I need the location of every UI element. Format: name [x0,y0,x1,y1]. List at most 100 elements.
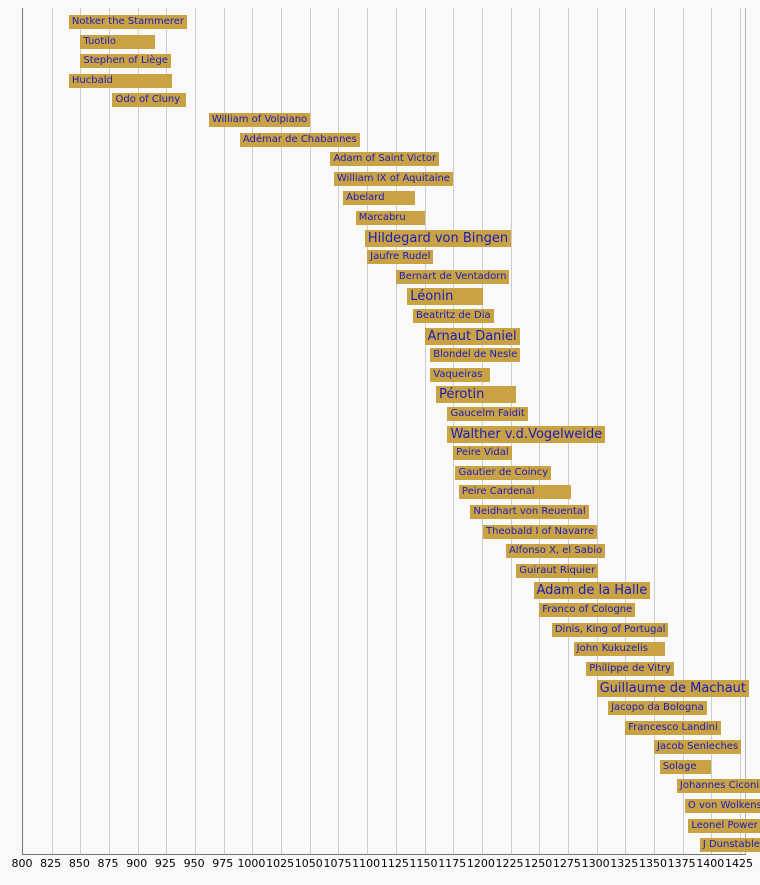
composer-label: Blondel de Nesle [433,349,518,361]
gridline [653,8,655,854]
timeline-bar[interactable]: Walther v.d.Vogelweide [447,425,606,443]
timeline-bar[interactable]: Abelard [343,191,416,206]
gridline [682,8,684,854]
x-axis: 800 825 850 875 900 925 950 975 1000 1025 1050 1075… [0,857,760,877]
x-tick-label: 1000 [237,857,266,870]
timeline-bar[interactable]: Adémar de Chabannes [239,132,360,147]
x-tick-label: 1150 [409,857,438,870]
composer-label: Odo of Cluny [115,94,181,106]
gridline [51,8,53,854]
x-tick-label: 1100 [352,857,381,870]
x-tick-label: 975 [212,857,234,870]
composer-label: William IX of Aquitaine [336,172,450,184]
x-tick-label: 1275 [552,857,581,870]
x-tick-label: 1175 [438,857,467,870]
composer-label: O von Wolkenste [687,800,760,811]
composer-label: Alfonso X, el Sabio [508,545,603,557]
timeline-bar[interactable]: Jacob Senleches [653,740,742,755]
timeline-bar[interactable]: Hildegard von Bingen [364,229,512,247]
timeline-bar[interactable]: Guiraut Riquier [516,563,599,578]
x-tick-label: 1400 [696,857,725,870]
timeline-bar[interactable]: Hucbald [68,73,173,88]
composer-label: Neidhart von Reuental [473,506,586,517]
composer-label: Gaucelm Faidit [450,408,525,419]
composer-label: Dinis, King of Portugal [554,623,666,635]
timeline-bar[interactable]: Blondel de Nesle [430,348,521,363]
composer-label: Hildegard von Bingen [367,230,509,246]
timeline-bar[interactable]: Johannes Ciconia [676,779,760,794]
gridline [625,8,627,854]
x-tick-label: 800 [11,857,33,870]
x-tick-label: 1225 [495,857,524,870]
composer-label: John Kukuzelis [576,643,648,655]
composer-label: Gautier de Coincy [458,466,549,478]
composer-label: Francesco Landini [628,721,718,733]
timeline-bar[interactable]: Theobald I of Navarre [483,524,598,539]
gridline [109,8,111,854]
composer-label: Franco of Cologne [542,604,633,615]
composer-label: Philippe de Vitry [589,662,672,674]
timeline-bar[interactable]: William IX of Aquitaine [333,171,453,186]
composer-label: Walther v.d.Vogelweide [450,426,603,442]
gridline [80,8,82,854]
x-tick-label: 950 [183,857,205,870]
timeline-bar[interactable]: Alfonso X, el Sabio [505,544,606,559]
timeline-bar[interactable]: Leonel Power [688,818,760,833]
x-tick-label: 925 [154,857,176,870]
composer-label: Guillaume de Machaut [599,681,746,697]
composer-label: Abelard [346,192,385,204]
x-tick-label: 1350 [638,857,667,870]
x-tick-label: 1375 [667,857,696,870]
timeline-bar[interactable]: Léonin [407,288,483,306]
timeline-bar[interactable]: Arnaut Daniel [424,327,520,345]
timeline-bar[interactable]: Guillaume de Machaut [596,680,749,698]
gridline [281,8,283,854]
timeline-bar[interactable]: Vaqueiras [430,367,490,382]
timeline-bar[interactable]: Peire Vidal [453,446,512,461]
x-tick-label: 1050 [294,857,323,870]
composer-label: Peire Vidal [456,447,509,459]
timeline-bar[interactable]: O von Wolkenste [684,799,760,813]
x-tick-label: 1200 [466,857,495,870]
x-tick-label: 875 [97,857,119,870]
composer-label: Pérotin [438,387,485,403]
composer-label: Vaqueiras [433,368,483,380]
x-tick-label: 825 [40,857,62,870]
timeline-bar[interactable]: Gaucelm Faidit [447,407,528,421]
timeline-bar[interactable]: William of Volpiano [208,113,311,127]
gridline [252,8,254,854]
x-tick-label: 1325 [610,857,639,870]
timeline-bar[interactable]: J Dunstable [699,838,760,853]
timeline-bar[interactable]: Jacopo da Bologna [608,701,707,715]
timeline-bar[interactable]: Pérotin [435,386,517,404]
gridline [395,8,397,854]
timeline-bar[interactable]: Solage [659,759,712,774]
timeline-bar[interactable]: Stephen of Liège [80,54,171,69]
timeline-bar[interactable]: Odo of Cluny [112,93,186,108]
timeline-bar[interactable]: Peire Cardenal [458,485,572,500]
timeline-bar[interactable]: Notker the Stammerer [68,15,188,29]
timeline-bar[interactable]: Adam of Saint Victor [330,152,440,167]
timeline-bar[interactable]: Marcabru [355,211,425,225]
composer-label: Arnaut Daniel [427,328,517,344]
timeline-bar[interactable]: Jaufre Rudel [367,250,434,265]
timeline-bar[interactable]: Philippe de Vitry [586,661,675,676]
timeline-bar[interactable]: Bernart de Ventadorn [395,269,510,284]
timeline-bar[interactable]: Beatritz de Dia [413,309,494,323]
timeline-bar[interactable]: Neidhart von Reuental [470,505,589,519]
composer-label: Jacob Senleches [656,741,739,753]
timeline-bar[interactable]: Tuotilo [80,34,155,49]
gridline [338,8,340,854]
timeline-bar[interactable]: Franco of Cologne [539,603,636,617]
timeline-bar[interactable]: Dinis, King of Portugal [551,622,669,637]
composer-label: Adam of Saint Victor [333,153,437,165]
composer-label: Notker the Stammerer [71,16,185,27]
composer-label: Solage [662,760,697,772]
gridline [166,8,168,854]
composer-label: Stephen of Liège [83,55,168,67]
gridline [309,8,311,854]
timeline-bar[interactable]: John Kukuzelis [573,642,666,657]
timeline-bar[interactable]: Gautier de Coincy [455,465,552,480]
timeline-bar[interactable]: Francesco Landini [625,720,721,735]
timeline-bar[interactable]: Adam de la Halle [533,582,651,600]
